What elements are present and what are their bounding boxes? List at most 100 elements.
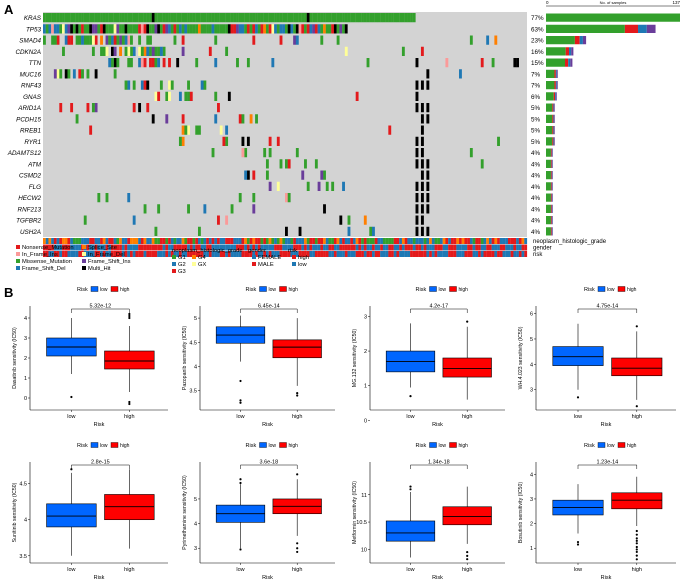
annotation-cell bbox=[355, 251, 359, 257]
mutation-cell bbox=[94, 103, 98, 113]
y-tick-label: 4 bbox=[530, 362, 533, 368]
count-bar bbox=[552, 227, 553, 236]
mutation-cell bbox=[420, 226, 424, 236]
mutation-cell bbox=[287, 193, 291, 203]
mutation-cell bbox=[154, 58, 158, 68]
annotation-cell bbox=[333, 251, 337, 257]
annotation-track-label: gender bbox=[533, 246, 552, 252]
annotation-cell bbox=[225, 251, 228, 257]
annotation-cell bbox=[347, 251, 351, 257]
annotation-cell bbox=[358, 238, 362, 244]
legend-title: Risk bbox=[246, 443, 257, 449]
mutation-cell bbox=[157, 13, 161, 23]
mutation-cell bbox=[67, 24, 71, 34]
outlier-point bbox=[239, 399, 242, 402]
count-bar bbox=[582, 36, 587, 45]
gene-percent: 4% bbox=[531, 161, 541, 168]
mutation-cell bbox=[113, 35, 117, 45]
annotation-cell bbox=[168, 244, 171, 251]
mutation-cell bbox=[295, 24, 299, 34]
y-tick-label: 4 bbox=[194, 364, 197, 370]
mutation-cell bbox=[53, 24, 57, 34]
annotation-cell bbox=[505, 251, 509, 257]
gene-percent: 7% bbox=[531, 71, 541, 78]
annotation-cell bbox=[227, 238, 231, 244]
mutation-cell bbox=[263, 148, 267, 158]
oncoplot-matrix bbox=[43, 12, 527, 237]
count-bar bbox=[551, 148, 553, 157]
outlier-point bbox=[635, 558, 638, 561]
annotation-cell bbox=[208, 244, 212, 251]
mutation-cell bbox=[168, 80, 171, 90]
annotation-cell bbox=[399, 244, 403, 251]
mutation-cell bbox=[217, 24, 220, 34]
mutation-cell bbox=[81, 24, 84, 34]
legend-swatch bbox=[16, 266, 20, 270]
outlier-point bbox=[635, 550, 638, 554]
annotation-cell bbox=[510, 251, 514, 257]
mutation-cell bbox=[208, 24, 212, 34]
annotation-cell bbox=[168, 251, 171, 257]
mutation-cell bbox=[178, 91, 182, 101]
annotation-cell bbox=[268, 238, 272, 244]
mutation-cell bbox=[165, 91, 169, 101]
annotation-cell bbox=[91, 244, 95, 251]
annotation-cell bbox=[388, 238, 392, 244]
box-high bbox=[104, 350, 155, 370]
annotation-cell bbox=[170, 238, 174, 244]
mutation-cell bbox=[67, 35, 71, 45]
count-bar bbox=[546, 92, 554, 101]
outlier-point bbox=[635, 529, 638, 533]
mutation-cell bbox=[197, 24, 201, 34]
mutation-cell bbox=[420, 170, 424, 180]
annotation-cell bbox=[260, 238, 264, 244]
mutation-cell bbox=[91, 103, 95, 113]
legend-swatch bbox=[82, 259, 86, 263]
annotation-cell bbox=[344, 251, 348, 257]
mutation-cell bbox=[323, 204, 326, 214]
annotation-cell bbox=[434, 244, 438, 251]
mutation-cell bbox=[178, 24, 182, 34]
mutation-cell bbox=[276, 181, 280, 191]
annotation-cell bbox=[203, 238, 207, 244]
annotation-cell bbox=[480, 251, 484, 257]
mutation-cell bbox=[119, 24, 122, 34]
mutation-cell bbox=[89, 13, 93, 23]
outlier-point bbox=[466, 558, 469, 561]
annotation-track-label: neoplasm_histologic_grade bbox=[533, 239, 607, 245]
legend-item: low bbox=[100, 287, 108, 293]
box-high bbox=[272, 339, 322, 359]
mutation-cell bbox=[208, 46, 212, 56]
annotation-cell bbox=[355, 244, 359, 251]
annotation-cell bbox=[219, 244, 223, 251]
annotation-cell bbox=[217, 244, 220, 251]
annotation-cell bbox=[135, 251, 139, 257]
mutation-cell bbox=[225, 136, 229, 146]
mutation-cell bbox=[75, 13, 79, 23]
annotation-cell bbox=[480, 244, 484, 251]
annotation-cell bbox=[401, 251, 405, 257]
annotation-cell bbox=[385, 251, 389, 257]
mutation-cell bbox=[374, 13, 378, 23]
annotation-cell bbox=[336, 251, 340, 257]
mutation-cell bbox=[181, 136, 185, 146]
count-bar bbox=[546, 36, 575, 45]
annotation-cell bbox=[100, 238, 103, 244]
annotation-cell bbox=[116, 238, 120, 244]
mutation-cell bbox=[130, 13, 133, 23]
gene-percent: 4% bbox=[531, 173, 541, 180]
mutation-cell bbox=[140, 80, 144, 90]
annotation-cell bbox=[268, 251, 272, 257]
annotation-cell bbox=[290, 251, 294, 257]
legend-risk-title: risk bbox=[288, 248, 297, 254]
mutation-cell bbox=[342, 13, 345, 23]
mutation-cell bbox=[339, 24, 343, 34]
annotation-cell bbox=[309, 251, 313, 257]
annotation-cell bbox=[290, 238, 294, 244]
legend-swatch bbox=[259, 442, 267, 448]
annotation-cell bbox=[497, 244, 500, 251]
annotation-cell bbox=[45, 244, 49, 251]
annotation-cell bbox=[431, 251, 435, 257]
gene-label: ATM bbox=[27, 161, 42, 168]
y-tick-label: 3.5 bbox=[189, 389, 197, 395]
